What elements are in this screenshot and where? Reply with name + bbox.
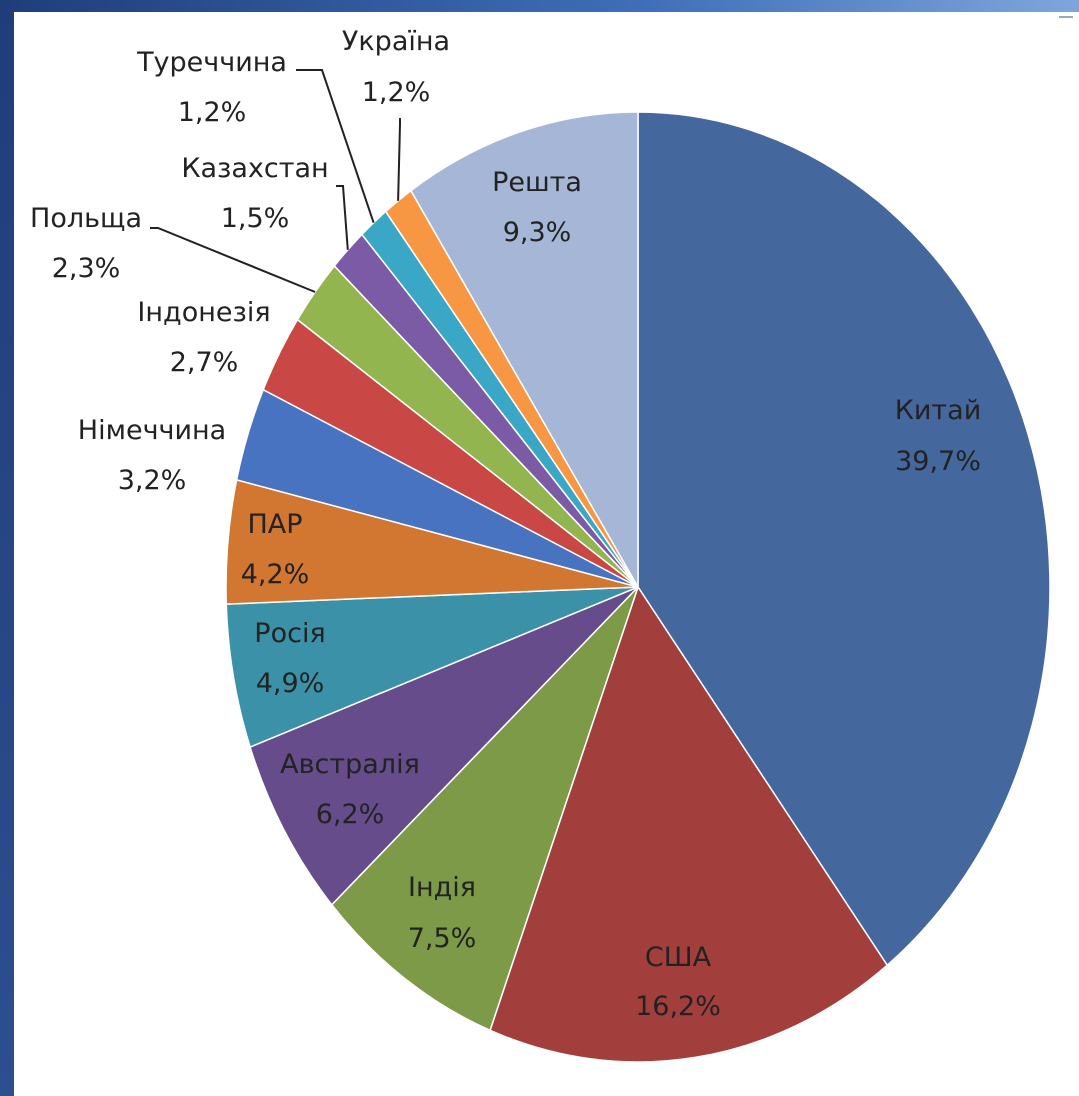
slide-top-bar	[0, 0, 1079, 12]
label-name-turkey: Туреччина	[136, 47, 287, 78]
label-value-russia: 4,9%	[256, 668, 325, 699]
label-value-india: 7,5%	[408, 923, 477, 954]
leader-line-kazakhstan	[336, 185, 349, 250]
label-name-australia: Австралія	[280, 749, 420, 780]
label-value-usa: 16,2%	[635, 991, 721, 1022]
label-name-russia: Росія	[254, 618, 325, 649]
label-name-germany: Німеччина	[78, 415, 226, 446]
label-value-poland: 2,3%	[52, 253, 121, 284]
pie-slices	[225, 111, 1051, 1063]
label-value-sar: 4,2%	[241, 559, 310, 590]
label-name-sar: ПАР	[247, 509, 302, 540]
label-name-china: Китай	[895, 395, 982, 426]
label-value-rest: 9,3%	[503, 217, 572, 248]
pie-slice-12	[409, 111, 639, 590]
leader-line-poland	[150, 227, 316, 293]
label-value-australia: 6,2%	[316, 799, 385, 830]
label-value-china: 39,7%	[895, 446, 981, 477]
label-value-turkey: 1,2%	[178, 97, 247, 128]
label-name-ukraine: Україна	[342, 26, 450, 57]
label-name-india: Індія	[408, 872, 476, 903]
label-value-germany: 3,2%	[118, 465, 187, 496]
leader-line-ukraine	[397, 118, 401, 201]
leader-line-turkey	[296, 69, 375, 224]
label-value-indonesia: 2,7%	[170, 347, 239, 378]
corner-mark	[1059, 16, 1073, 18]
label-name-indonesia: Індонезія	[137, 297, 270, 328]
label-value-kazakhstan: 1,5%	[221, 203, 290, 234]
slide-left-bar	[0, 0, 14, 1096]
label-value-ukraine: 1,2%	[362, 77, 431, 108]
pie-slice-0	[637, 111, 1051, 967]
label-name-rest: Решта	[492, 167, 582, 198]
label-name-usa: США	[645, 942, 712, 973]
pie-slice-1	[489, 585, 889, 1063]
leader-lines	[150, 69, 401, 293]
pie-slice-2	[330, 586, 639, 1032]
label-name-kazakhstan: Казахстан	[181, 153, 328, 184]
pie-slice-4	[225, 586, 639, 749]
pie-slice-3	[249, 586, 639, 906]
label-name-poland: Польща	[30, 203, 142, 234]
